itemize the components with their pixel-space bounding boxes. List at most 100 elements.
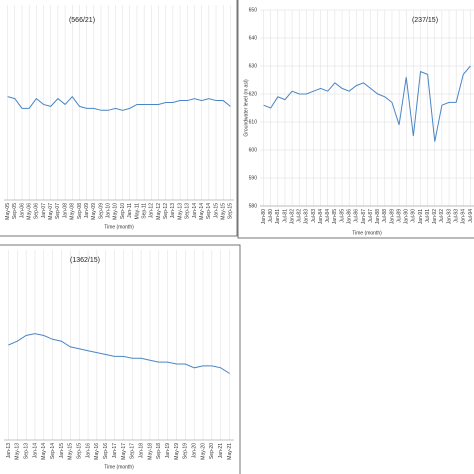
x-tick-label: Jan-10: [106, 203, 112, 219]
x-axis-label: Time (month): [104, 224, 134, 230]
chart-title: (566/21): [69, 17, 95, 24]
x-tick-label: Jul-90: [411, 209, 417, 223]
x-tick-label: Jan-14: [192, 203, 198, 219]
x-tick-label: Jan-17: [112, 443, 118, 459]
y-tick-label: 650: [249, 7, 258, 13]
x-tick-label: May-19: [174, 443, 180, 460]
x-tick-label: Jul-86: [354, 209, 360, 223]
x-tick-label: Sep-09: [98, 203, 104, 219]
x-tick-label: Jan-21: [218, 443, 224, 459]
x-tick-label: Jan-16: [85, 443, 91, 459]
x-tick-label: Jul-82: [297, 209, 303, 223]
x-tick-label: Sep-10: [120, 203, 126, 219]
x-tick-label: Jan-15: [59, 443, 65, 459]
x-tick-label: Jan-20: [192, 443, 198, 459]
x-tick-label: May-20: [200, 443, 206, 460]
x-tick-label: Jan-13: [170, 203, 176, 219]
y-tick-label: 640: [249, 35, 258, 41]
x-tick-label: Jan-82: [289, 209, 295, 225]
x-tick-label: May-14: [199, 203, 205, 220]
x-tick-label: Jul-92: [439, 209, 445, 223]
panel-frame: [0, 244, 241, 474]
x-tick-label: Jan-91: [418, 209, 424, 225]
x-tick-label: Jan-07: [41, 203, 47, 219]
y-tick-label: 620: [249, 91, 258, 97]
y-axis-label: Groundwater level (m asl): [243, 79, 249, 137]
chart-title: (1362/15): [70, 257, 100, 264]
x-tick-label: Sep-19: [183, 443, 189, 459]
x-tick-label: May-16: [94, 443, 100, 460]
x-tick-label: May-13: [15, 443, 21, 460]
x-tick-label: Sep-13: [185, 203, 191, 219]
x-tick-label: Jan-94: [461, 209, 467, 225]
x-tick-label: May-15: [221, 203, 227, 220]
x-tick-label: Jul-89: [396, 209, 402, 223]
x-tick-label: Jul-87: [368, 209, 374, 223]
y-tick-label: 590: [249, 175, 258, 181]
data-line: [263, 65, 471, 142]
x-tick-label: May-15: [68, 443, 74, 460]
panel-frame: [0, 0, 238, 237]
x-tick-label: May-21: [227, 443, 233, 460]
data-line: [8, 333, 230, 374]
data-line: [7, 95, 231, 111]
x-tick-label: Jan-18: [138, 443, 144, 459]
x-tick-label: Jan-93: [446, 209, 452, 225]
x-tick-label: Sep-11: [141, 203, 147, 219]
x-tick-label: Sep-13: [23, 443, 29, 459]
x-tick-label: Jan-88: [375, 209, 381, 225]
x-tick-label: Jul-83: [311, 209, 317, 223]
x-tick-label: May-10: [113, 203, 119, 220]
x-tick-label: Jan-87: [361, 209, 367, 225]
x-axis-label: Time (month): [352, 230, 382, 236]
x-tick-label: Jul-81: [282, 209, 288, 223]
x-tick-label: Jul-94: [468, 209, 474, 223]
x-tick-label: Sep-15: [228, 203, 234, 219]
y-tick-label: 630: [249, 63, 258, 69]
x-tick-label: Jul-80: [268, 209, 274, 223]
x-tick-label: Sep-15: [77, 443, 83, 459]
x-tick-label: May-06: [26, 203, 32, 220]
x-tick-label: Sep-06: [34, 203, 40, 219]
x-tick-label: Jan-81: [275, 209, 281, 225]
x-tick-label: Jan-89: [389, 209, 395, 225]
x-tick-label: May-12: [156, 203, 162, 220]
x-tick-label: May-08: [70, 203, 76, 220]
x-tick-label: Jan-09: [84, 203, 90, 219]
panel-frame: [237, 0, 474, 239]
x-tick-label: May-11: [134, 203, 140, 220]
x-tick-label: Jan-14: [32, 443, 38, 459]
y-tick-label: 600: [249, 147, 258, 153]
x-tick-label: Jan-08: [62, 203, 68, 219]
x-tick-label: Jul-88: [382, 209, 388, 223]
x-tick-label: May-13: [177, 203, 183, 220]
x-tick-label: Sep-14: [206, 203, 212, 219]
x-tick-label: Jul-91: [425, 209, 431, 223]
x-tick-label: Jan-13: [6, 443, 12, 459]
x-tick-label: Sep-16: [103, 443, 109, 459]
x-axis-label: Time (month): [104, 464, 134, 470]
x-tick-label: Sep-05: [12, 203, 18, 219]
x-tick-label: Sep-18: [156, 443, 162, 459]
x-tick-label: Jan-80: [261, 209, 267, 225]
x-tick-label: Jan-11: [127, 203, 133, 218]
x-tick-label: Sep-17: [130, 443, 136, 459]
x-tick-label: Sep-12: [163, 203, 169, 219]
x-tick-label: Jul-85: [339, 209, 345, 223]
y-tick-label: 610: [249, 119, 258, 125]
x-tick-label: Jan-92: [432, 209, 438, 225]
x-tick-label: Jul-93: [453, 209, 459, 223]
x-tick-label: Jan-90: [404, 209, 410, 225]
x-tick-label: May-18: [147, 443, 153, 460]
x-tick-label: Jan-12: [149, 203, 155, 219]
chart-title: (237/15): [412, 17, 438, 24]
y-tick-label: 580: [249, 203, 258, 209]
x-tick-label: Jan-86: [346, 209, 352, 225]
x-tick-label: Jan-19: [165, 443, 171, 459]
x-tick-label: Jan-85: [332, 209, 338, 225]
x-tick-label: May-17: [121, 443, 127, 460]
x-tick-label: May-05: [5, 203, 11, 220]
x-tick-label: Sep-07: [55, 203, 61, 219]
x-tick-label: Sep-08: [77, 203, 83, 219]
